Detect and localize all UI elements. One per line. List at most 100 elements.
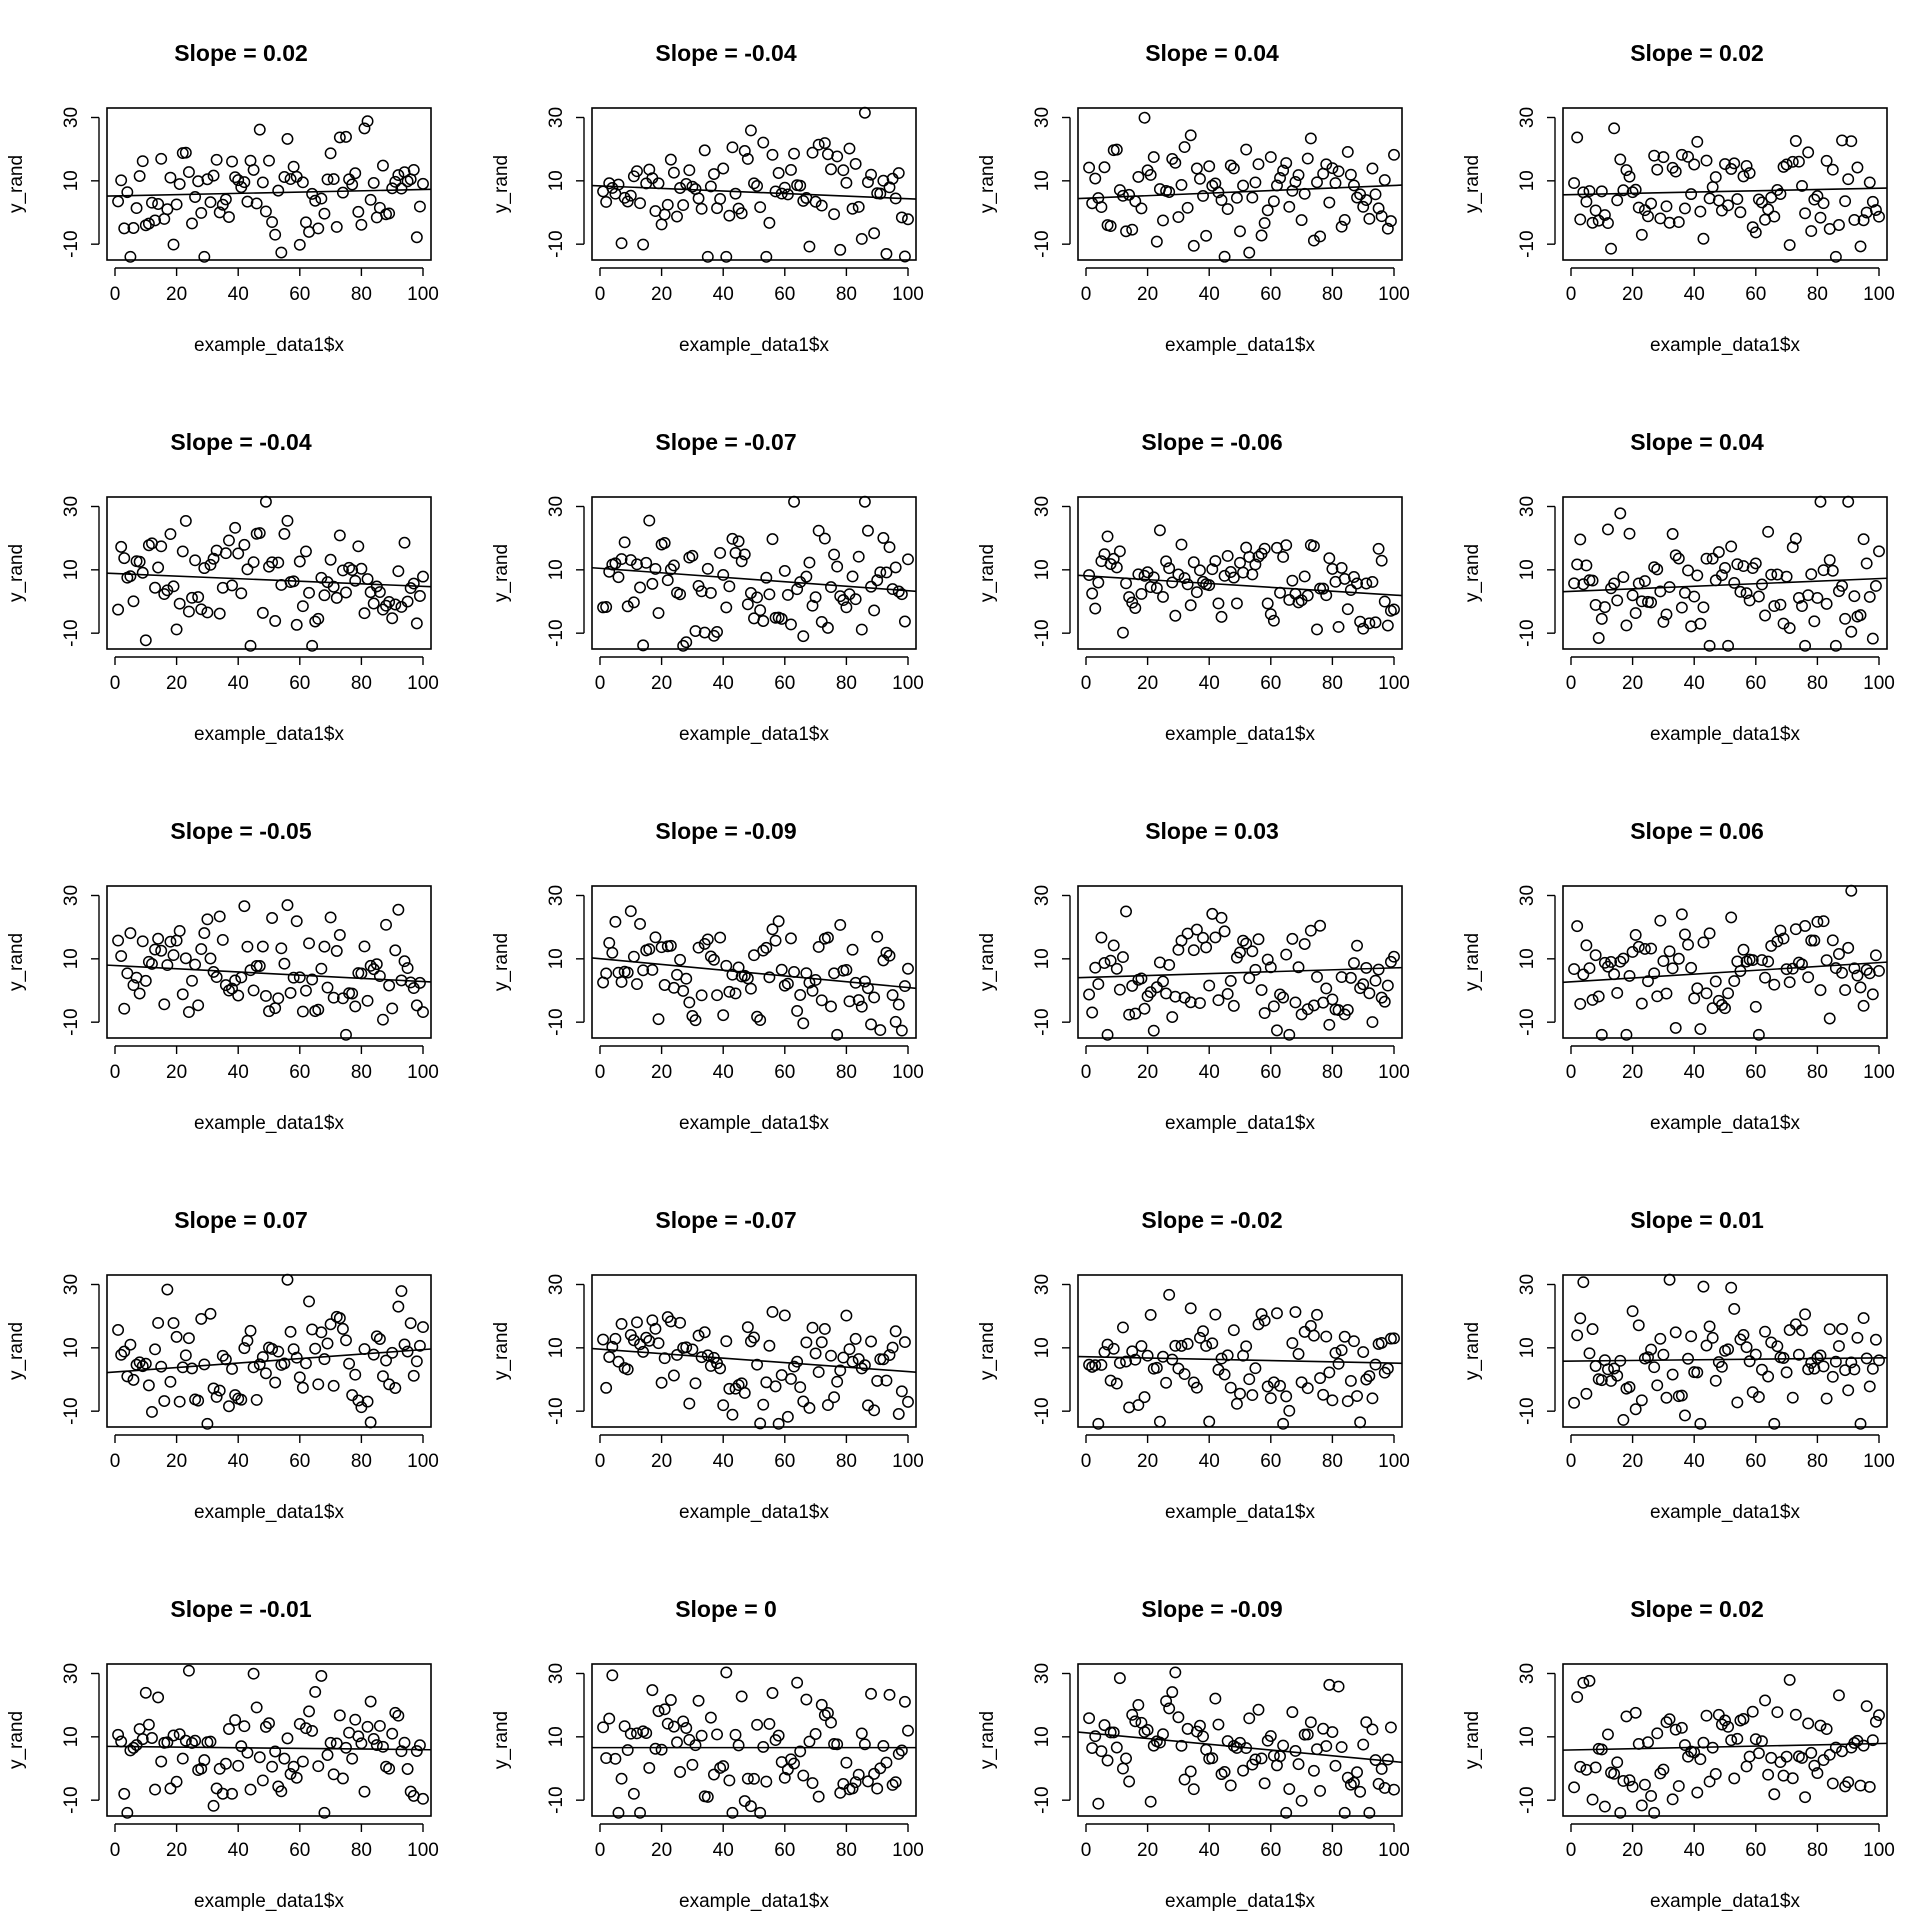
data-point xyxy=(738,969,751,982)
data-point xyxy=(1725,540,1738,553)
data-point xyxy=(751,1010,764,1023)
data-point xyxy=(186,1362,198,1375)
data-point xyxy=(889,1015,902,1028)
data-point xyxy=(664,1315,677,1328)
data-point xyxy=(1839,612,1852,625)
data-point xyxy=(1602,1363,1614,1376)
x-tick-label: 20 xyxy=(1137,284,1158,305)
data-point xyxy=(133,1356,146,1369)
data-point xyxy=(1657,151,1670,164)
data-point xyxy=(1869,949,1882,962)
x-tick-label: 80 xyxy=(1807,284,1828,305)
data-point xyxy=(272,1345,285,1358)
data-point xyxy=(1866,1362,1879,1375)
data-point xyxy=(815,1698,828,1711)
data-point xyxy=(315,1669,328,1682)
data-point xyxy=(748,177,760,190)
data-point xyxy=(1172,1362,1185,1375)
data-point xyxy=(1150,582,1163,595)
y-axis-label: y_rand xyxy=(491,1322,512,1380)
data-point xyxy=(377,603,389,616)
data-point xyxy=(281,1273,294,1286)
data-point xyxy=(1095,931,1108,944)
data-point xyxy=(1126,223,1139,236)
data-point xyxy=(1629,1403,1642,1416)
x-tick-label: 40 xyxy=(1684,673,1705,694)
data-point xyxy=(1817,197,1830,210)
data-point xyxy=(865,1687,877,1700)
data-point xyxy=(386,1727,399,1740)
data-point xyxy=(417,570,429,583)
data-point xyxy=(1166,1011,1179,1023)
data-point xyxy=(1304,132,1317,145)
data-point xyxy=(272,184,285,197)
data-point xyxy=(898,1336,911,1349)
data-point xyxy=(766,533,779,546)
data-point xyxy=(380,1354,392,1367)
data-point xyxy=(871,1782,884,1795)
data-point xyxy=(1089,602,1102,615)
data-point xyxy=(1243,550,1256,563)
data-point xyxy=(751,1358,764,1371)
data-point xyxy=(186,974,198,987)
data-point xyxy=(1351,577,1363,590)
panel-3: Slope = 0.040 20 40 60 80 100example_data1$x-… xyxy=(977,40,1410,356)
data-point xyxy=(1326,562,1339,575)
data-point xyxy=(1218,1368,1231,1381)
data-point xyxy=(300,984,312,997)
data-point xyxy=(136,155,149,168)
data-point xyxy=(1851,969,1864,982)
y-tick-label: 10 xyxy=(61,1726,82,1747)
data-point xyxy=(1611,194,1624,207)
data-point xyxy=(133,987,146,1000)
data-point xyxy=(1756,1363,1768,1376)
data-point xyxy=(695,585,708,598)
data-point xyxy=(1666,1793,1679,1806)
data-point xyxy=(701,250,714,263)
data-point xyxy=(1095,201,1108,214)
y-tick-label: -10 xyxy=(1032,1786,1053,1813)
y-axis-label: y_rand xyxy=(491,155,512,213)
points xyxy=(112,1273,429,1430)
data-point xyxy=(1292,961,1305,974)
data-point xyxy=(1799,1308,1812,1321)
data-point xyxy=(868,1767,881,1780)
data-point xyxy=(1215,1768,1228,1781)
data-point xyxy=(1144,1308,1157,1321)
data-point xyxy=(1759,1694,1771,1707)
panel-12: Slope = 0.060 20 40 60 80 100example_data1$x-… xyxy=(1462,818,1895,1134)
data-point xyxy=(788,1757,800,1770)
data-point xyxy=(296,1005,309,1018)
data-point xyxy=(1848,962,1861,975)
data-point xyxy=(377,1370,389,1383)
y-tick-label: -10 xyxy=(1032,230,1053,257)
data-point xyxy=(1092,1417,1105,1430)
data-point xyxy=(232,989,245,1002)
data-point xyxy=(1786,1772,1799,1785)
data-point xyxy=(1280,157,1293,169)
data-point xyxy=(892,585,905,598)
x-tick-label: 80 xyxy=(1807,673,1828,694)
x-axis-label: example_data1$x xyxy=(1650,1502,1800,1523)
data-point xyxy=(1635,1394,1648,1407)
data-point xyxy=(1685,188,1698,201)
data-point xyxy=(766,148,779,161)
data-point xyxy=(1796,1752,1808,1764)
data-point xyxy=(1194,1331,1206,1344)
data-point xyxy=(1654,1767,1667,1780)
data-point xyxy=(1224,566,1237,578)
data-point xyxy=(862,524,874,537)
x-tick-label: 40 xyxy=(1684,284,1705,305)
data-point xyxy=(401,1763,414,1775)
data-point xyxy=(1184,996,1197,1009)
data-point xyxy=(300,1357,312,1370)
data-point xyxy=(1685,1330,1698,1343)
data-point xyxy=(1243,1712,1256,1725)
x-tick-label: 0 xyxy=(110,1451,121,1472)
y-axis-label: y_rand xyxy=(491,1711,512,1769)
data-point xyxy=(667,1720,680,1733)
data-point xyxy=(1372,542,1385,555)
data-point xyxy=(1774,1756,1787,1769)
data-point xyxy=(748,949,760,962)
data-point xyxy=(263,154,275,167)
